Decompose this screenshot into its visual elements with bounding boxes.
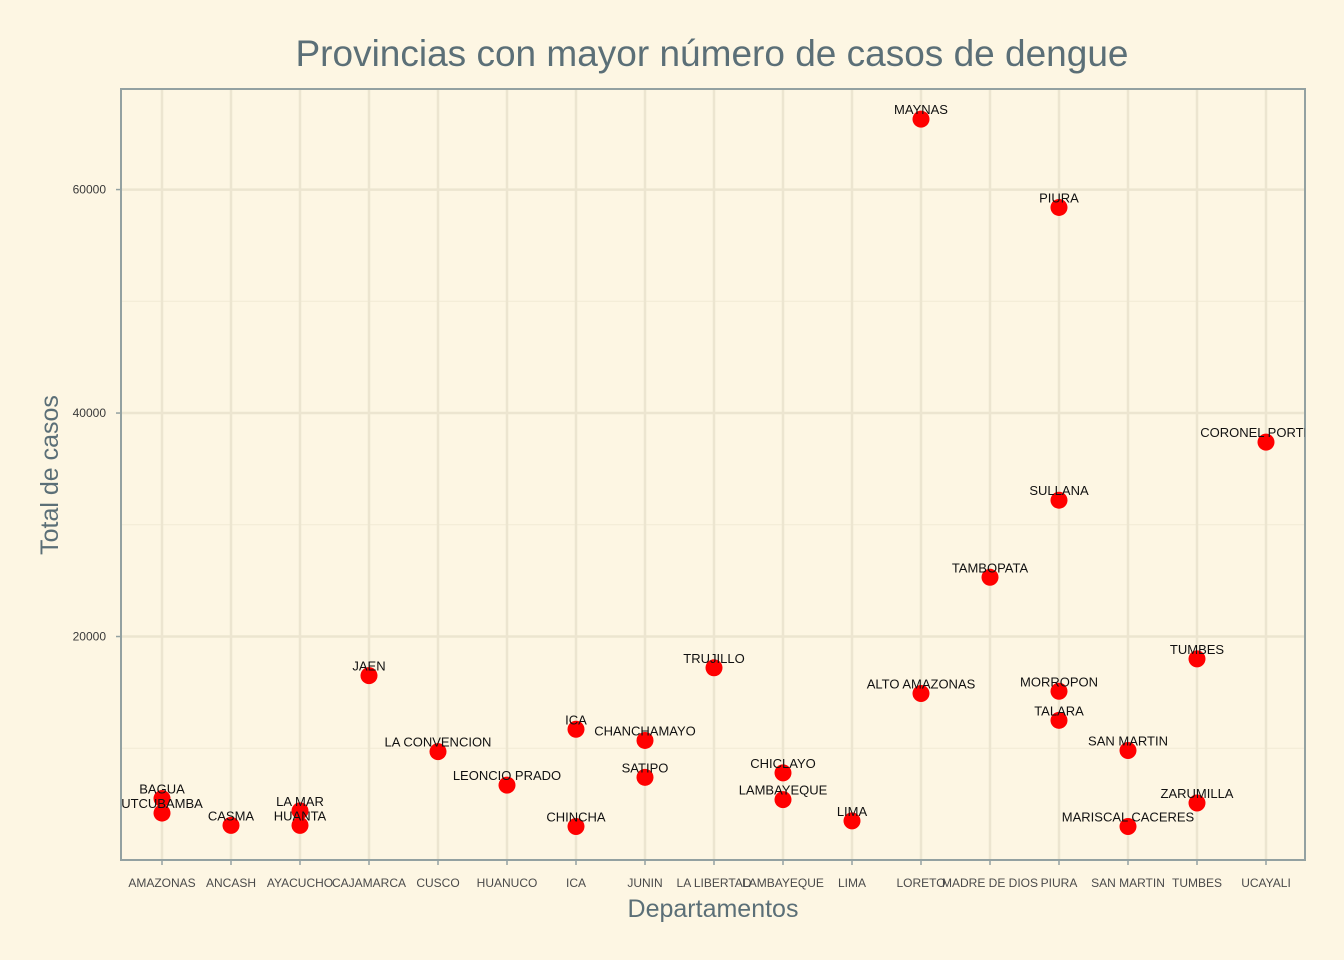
- data-point: [222, 816, 240, 834]
- data-point: [1119, 741, 1137, 759]
- data-point-label: TRUJILLO: [683, 651, 744, 666]
- data-point: [636, 731, 654, 749]
- data-point: [360, 667, 378, 685]
- data-point-label: ZARUMILLA: [1161, 786, 1234, 801]
- x-tick-label: CUSCO: [416, 876, 459, 890]
- x-tick-label: LORETO: [896, 876, 945, 890]
- data-point-label: MARISCAL CACERES: [1062, 809, 1195, 824]
- data-point: [1119, 817, 1137, 835]
- data-point-label: JAEN: [352, 659, 385, 674]
- data-point-label: LIMA: [837, 804, 868, 819]
- x-tick-label: ICA: [566, 876, 586, 890]
- x-tick-label: LIMA: [838, 876, 866, 890]
- data-point: [705, 659, 723, 677]
- data-point: [843, 812, 861, 830]
- x-tick-label: AYACUCHO: [267, 876, 333, 890]
- data-point: [291, 802, 309, 820]
- y-axis-title: Total de casos: [36, 395, 64, 555]
- plot-panel-border: [120, 88, 1306, 861]
- x-axis-title: Departamentos: [628, 895, 799, 923]
- y-tick-labels: 20000 40000 60000: [73, 183, 121, 644]
- x-tick-label: AMAZONAS: [128, 876, 195, 890]
- data-point: [1050, 491, 1068, 509]
- data-point-label: TALARA: [1034, 703, 1084, 718]
- data-point: [291, 816, 309, 834]
- data-point: [912, 685, 930, 703]
- data-point-label: UTCUBAMBA: [121, 796, 203, 811]
- data-point: [1050, 711, 1068, 729]
- data-point: [429, 743, 447, 761]
- data-point-label: LA MAR: [276, 794, 324, 809]
- x-tick-label: PIURA: [1041, 876, 1078, 890]
- x-tick-label: JUNIN: [627, 876, 662, 890]
- data-point-label: CASMA: [208, 808, 255, 823]
- data-point: [567, 720, 585, 738]
- data-point-label: HUANTA: [274, 808, 327, 823]
- chart-title: Provincias con mayor número de casos de …: [296, 33, 1129, 74]
- data-point: [981, 568, 999, 586]
- data-point-label: LA CONVENCION: [385, 735, 492, 750]
- data-point: [774, 791, 792, 809]
- data-point-label: SAN MARTIN: [1088, 733, 1168, 748]
- data-point: [498, 776, 516, 794]
- data-point-label: MAYNAS: [894, 102, 948, 117]
- data-point-label: LAMBAYEQUE: [739, 783, 828, 798]
- x-tick-label: UCAYALI: [1241, 876, 1291, 890]
- data-point: [636, 768, 654, 786]
- data-point: [567, 817, 585, 835]
- data-point: [1257, 433, 1275, 451]
- y-tick-label: 20000: [73, 630, 107, 644]
- data-point: [1050, 198, 1068, 216]
- data-point-label: CHINCHA: [546, 809, 606, 824]
- data-point: [1188, 794, 1206, 812]
- data-point: [1050, 682, 1068, 700]
- data-point: [153, 804, 171, 822]
- x-tick-label: TUMBES: [1172, 876, 1222, 890]
- data-point-label: MORROPON: [1020, 674, 1098, 689]
- x-tick-label: ANCASH: [206, 876, 256, 890]
- data-point-label: PIURA: [1039, 190, 1079, 205]
- data-point-label: BAGUA: [139, 782, 185, 797]
- data-point: [774, 764, 792, 782]
- data-point-label: CHICLAYO: [750, 756, 816, 771]
- x-tick-label: LA LIBERTAD: [677, 876, 752, 890]
- x-tick-label: LAMBAYEQUE: [742, 876, 824, 890]
- y-tick-label: 60000: [73, 183, 107, 197]
- data-point-label: ICA: [565, 712, 587, 727]
- y-tick-label: 40000: [73, 406, 107, 420]
- x-tick-label: MADRE DE DIOS: [942, 876, 1038, 890]
- data-point: [153, 790, 171, 808]
- data-point-label: CORONEL PORTILLO: [1200, 425, 1331, 440]
- data-point-label: ALTO AMAZONAS: [867, 677, 976, 692]
- x-tick-label: HUANUCO: [477, 876, 538, 890]
- data-point: [912, 110, 930, 128]
- x-tick-label: CAJAMARCA: [332, 876, 406, 890]
- data-point: [1188, 650, 1206, 668]
- data-point-label: TAMBOPATA: [952, 560, 1029, 575]
- x-tick-label: SAN MARTIN: [1091, 876, 1165, 890]
- data-point-label: TUMBES: [1170, 642, 1225, 657]
- data-point-label: CHANCHAMAYO: [594, 723, 696, 738]
- data-point-label: SULLANA: [1029, 483, 1089, 498]
- grid-layer: [121, 89, 1305, 860]
- data-point-label: LEONCIO PRADO: [453, 768, 561, 783]
- data-point-label: SATIPO: [622, 760, 669, 775]
